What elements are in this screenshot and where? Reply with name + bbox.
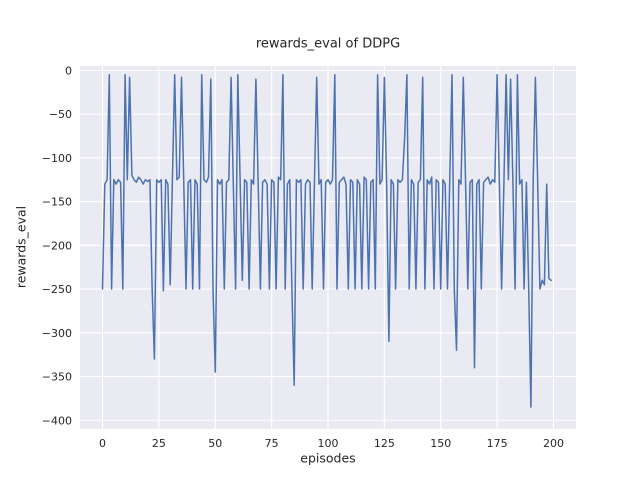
x-tick-label: 150 [430, 437, 451, 450]
x-tick-label: 125 [374, 437, 395, 450]
x-tick-label: 25 [152, 437, 166, 450]
y-tick-label: −300 [42, 327, 72, 340]
data-line-rewards-eval [101, 73, 552, 408]
x-tick-label: 50 [208, 437, 222, 450]
y-tick-label: 0 [65, 64, 72, 77]
y-axis-label: rewards_eval [13, 205, 29, 289]
y-tick-label: −400 [42, 414, 72, 427]
x-tick-label: 175 [487, 437, 508, 450]
y-tick-label: −150 [42, 196, 72, 209]
x-axis-label: episodes [300, 450, 356, 466]
y-tick-label: −200 [42, 239, 72, 252]
x-tick-label: 200 [543, 437, 564, 450]
y-tick-label: −250 [42, 283, 72, 296]
x-tick-label: 100 [318, 437, 339, 450]
chart-title: rewards_eval of DDPG [255, 36, 401, 52]
x-tick-label: 75 [265, 437, 279, 450]
y-tick-label: −350 [42, 371, 72, 384]
y-tick-label: −50 [49, 108, 72, 121]
x-tick-label: 0 [99, 437, 106, 450]
y-tick-label: −100 [42, 152, 72, 165]
